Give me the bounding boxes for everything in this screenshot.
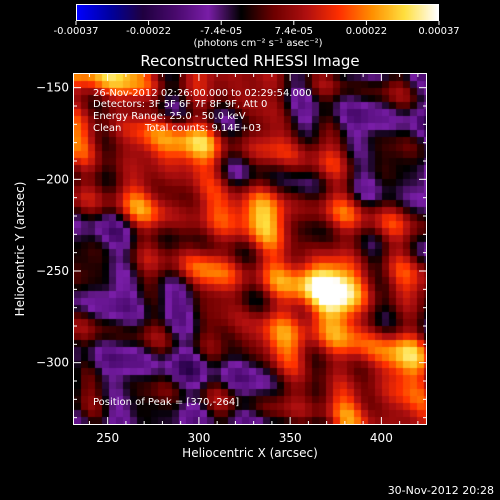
- plot-area: [73, 73, 427, 425]
- y-tick-label: −200: [36, 172, 69, 186]
- colorbar-tick-label: -7.4e-05: [200, 26, 243, 37]
- annotation-clean: Clean: [93, 123, 122, 134]
- x-axis-label: Heliocentric X (arcsec): [182, 446, 318, 460]
- x-tick-label: 350: [279, 431, 302, 445]
- y-axis-label: Heliocentric Y (arcsec): [13, 181, 27, 317]
- colorbar-tick-label: 0.00037: [418, 26, 460, 37]
- chart-title: Reconstructed RHESSI Image: [140, 52, 360, 70]
- colorbar-ticks: [75, 21, 440, 25]
- y-tick-label: −300: [36, 356, 69, 370]
- colorbar: [76, 4, 439, 21]
- annotation-energy: Energy Range: 25.0 - 50.0 keV: [93, 111, 246, 122]
- annotation-time-range: 26-Nov-2012 02:26:00.000 to 02:29:54.000: [93, 88, 312, 99]
- colorbar-tick-label: -0.00037: [53, 26, 99, 37]
- y-tick-label: −150: [36, 81, 69, 95]
- y-tick-label: −250: [36, 264, 69, 278]
- colorbar-unit-label: (photons cm⁻² s⁻¹ asec⁻²): [193, 38, 323, 49]
- colorbar-tick-label: 7.4e-05: [274, 26, 313, 37]
- heatmap-image: [74, 74, 426, 424]
- x-tick-label: 250: [96, 431, 119, 445]
- x-tick-label: 400: [370, 431, 393, 445]
- footer-date: 30-Nov-2012 20:28: [387, 484, 494, 497]
- colorbar-tick-label: -0.00022: [126, 26, 172, 37]
- annotation-detectors: Detectors: 3F 5F 6F 7F 8F 9F, Att 0: [93, 99, 268, 110]
- annotation-peak-position: Position of Peak = [370,-264]: [93, 397, 240, 408]
- annotation-total-counts: Total counts: 9.14E+03: [145, 123, 262, 134]
- x-tick-label: 300: [187, 431, 210, 445]
- colorbar-tick-label: 0.00022: [345, 26, 388, 37]
